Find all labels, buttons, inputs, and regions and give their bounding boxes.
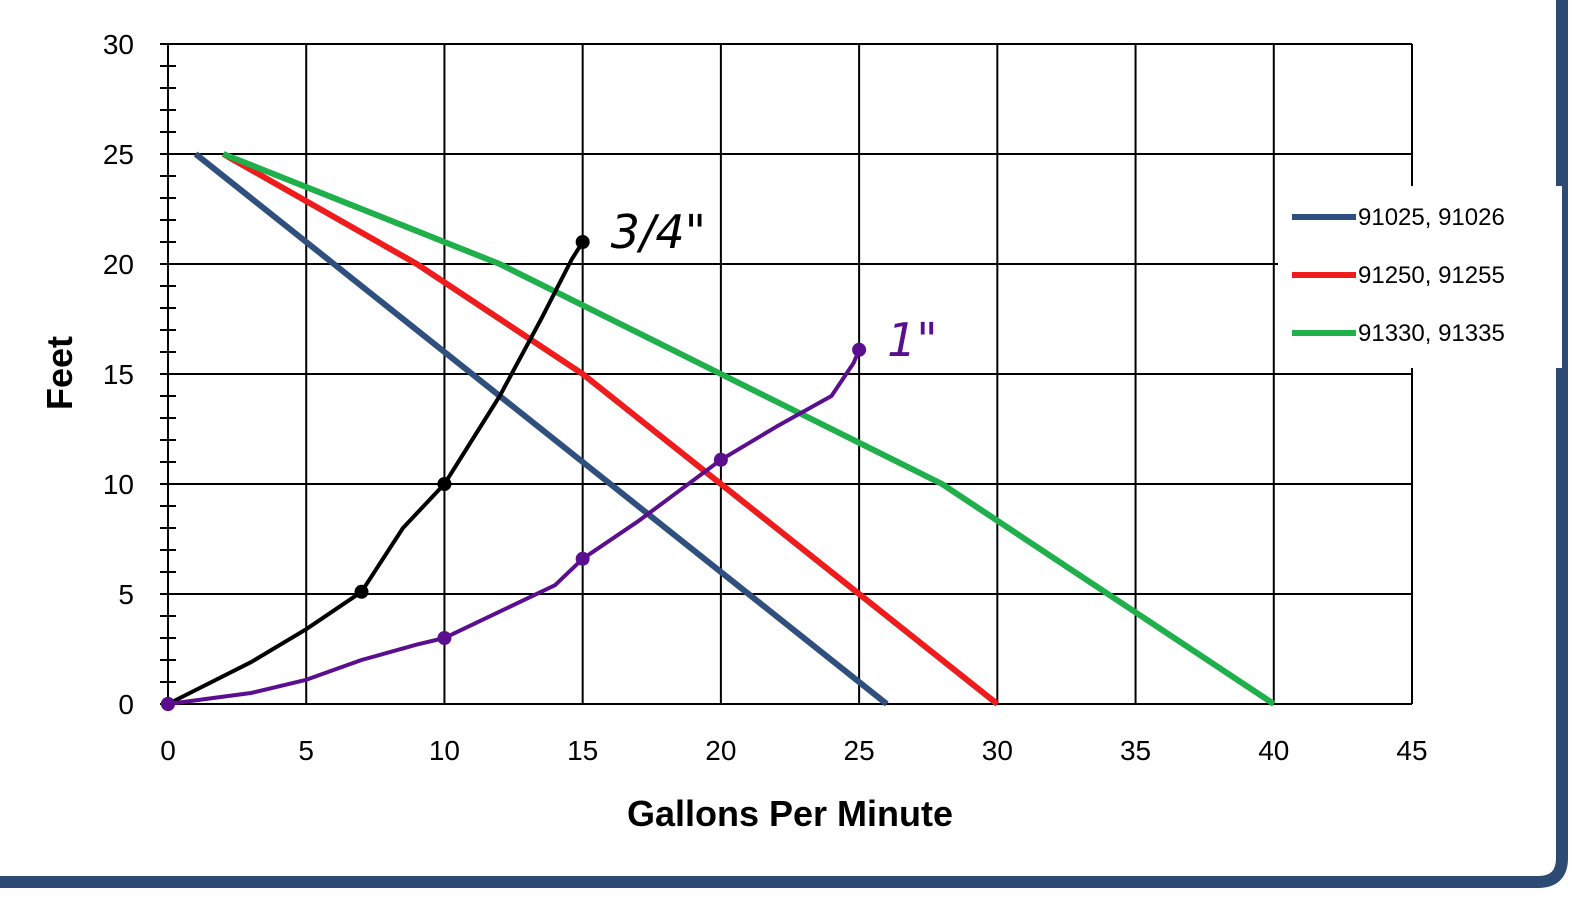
series-line-3 — [222, 151, 1276, 707]
series-lines — [193, 151, 1276, 707]
annotation-point — [437, 477, 452, 491]
series-line-2 — [221, 151, 1000, 707]
y-tick-label: 0 — [118, 689, 134, 720]
y-tick-label: 20 — [103, 249, 134, 280]
legend-label: 91330, 91335 — [1358, 320, 1505, 347]
x-tick-label: 5 — [298, 735, 314, 766]
x-tick-label: 25 — [844, 735, 875, 766]
annotation-point — [161, 697, 175, 711]
y-tick-labels: 0 5 10 15 20 25 30 — [103, 29, 134, 720]
annotation-point — [852, 342, 867, 357]
annotation-point — [713, 452, 728, 467]
annotation-label-1: 3/4" — [611, 205, 706, 259]
x-tick-label: 10 — [429, 735, 460, 766]
grid-lines — [167, 43, 1413, 705]
x-tick-label: 20 — [705, 735, 736, 766]
y-axis-title: Feet — [39, 336, 80, 410]
annotation-point — [437, 631, 452, 645]
x-tick-label: 30 — [982, 735, 1013, 766]
annotation-point — [575, 551, 590, 566]
x-tick-label: 15 — [567, 735, 598, 766]
y-tick-label: 25 — [103, 139, 134, 170]
legend: 91025, 91026 91250, 91255 91330, 91335 — [1278, 186, 1562, 368]
annotation-curve-1 — [166, 240, 585, 706]
series-line-1 — [193, 151, 889, 707]
annotation-point — [575, 235, 590, 249]
annotation-curve-2 — [166, 347, 862, 706]
y-tick-label: 15 — [103, 359, 134, 390]
annotation-lines: 3/4" 1" — [161, 205, 938, 711]
legend-label: 91250, 91255 — [1358, 262, 1505, 289]
x-axis-title: Gallons Per Minute — [627, 793, 953, 834]
x-tick-labels: 0 5 10 15 20 25 30 35 40 45 — [160, 735, 1427, 766]
legend-label: 91025, 91026 — [1358, 204, 1505, 231]
y-tick-label: 30 — [103, 29, 134, 60]
x-tick-label: 35 — [1120, 735, 1151, 766]
y-tick-label: 5 — [118, 579, 134, 610]
annotation-label-2: 1" — [887, 313, 937, 367]
x-tick-label: 40 — [1258, 735, 1289, 766]
x-tick-label: 45 — [1396, 735, 1427, 766]
frame-outline — [0, 0, 1568, 888]
x-tick-label: 0 — [160, 735, 176, 766]
y-tick-label: 10 — [103, 469, 134, 500]
frame-border — [0, 0, 1568, 888]
annotation-point — [354, 584, 369, 599]
